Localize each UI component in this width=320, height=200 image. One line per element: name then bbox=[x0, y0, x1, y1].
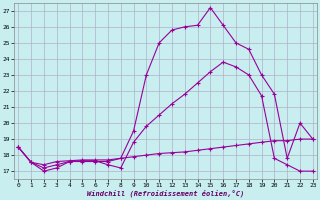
X-axis label: Windchill (Refroidissement éolien,°C): Windchill (Refroidissement éolien,°C) bbox=[87, 190, 244, 197]
